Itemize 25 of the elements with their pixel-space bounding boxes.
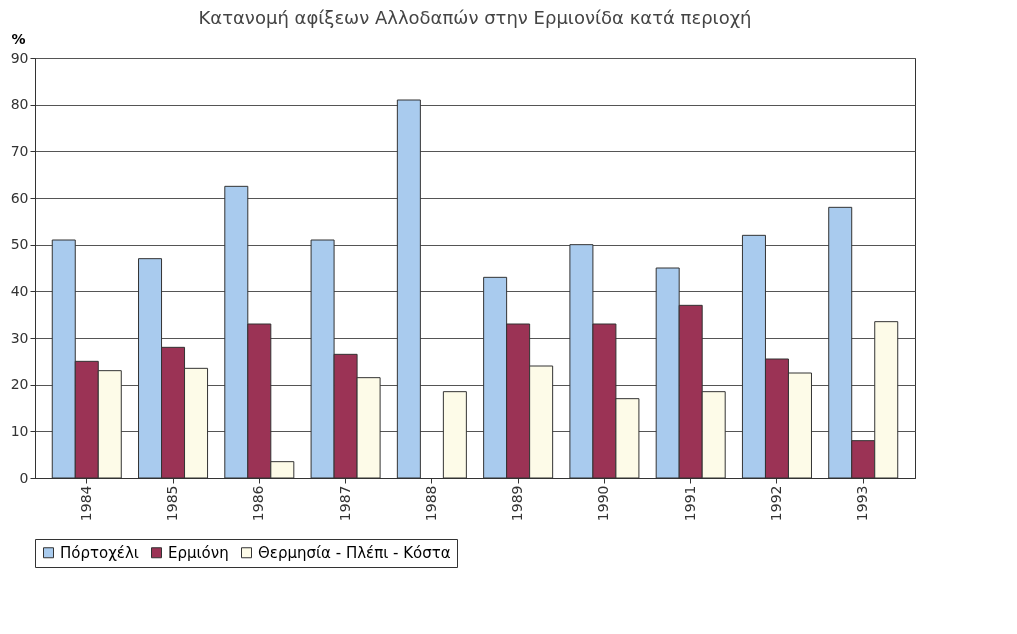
- x-tick-label: 1988: [422, 485, 439, 522]
- chart-title: Κατανομή αφίξεων Αλλοδαπών στην Ερμιονίδα κατά περιοχή: [198, 7, 752, 28]
- legend-label: Θερμησία - Πλέπι - Κόστα: [258, 543, 451, 562]
- y-tick-label: 90: [10, 49, 29, 66]
- x-tick-label: 1986: [250, 485, 267, 522]
- x-tick-label: 1984: [77, 485, 94, 522]
- y-tick-label: 60: [10, 189, 29, 206]
- legend-label: Ερμιόνη: [168, 543, 229, 562]
- y-tick-label: 20: [10, 376, 29, 393]
- y-tick-label: 10: [10, 422, 29, 439]
- y-tick-label: 30: [10, 329, 29, 346]
- x-tick-label: 1993: [854, 485, 871, 522]
- x-tick-label: 1992: [767, 485, 784, 522]
- y-tick-label: 80: [10, 96, 29, 113]
- y-tick-label: 70: [10, 142, 29, 159]
- y-tick-label: 40: [10, 282, 29, 299]
- x-tick-label: 1987: [336, 485, 353, 522]
- x-tick-label: 1991: [681, 485, 698, 522]
- x-tick-label: 1985: [164, 485, 181, 522]
- x-tick-label: 1990: [595, 485, 612, 522]
- y-tick-label: 0: [19, 469, 29, 486]
- x-tick-label: 1989: [509, 485, 526, 522]
- y-axis-title: %: [11, 30, 26, 47]
- y-tick-label: 50: [10, 236, 29, 253]
- legend-label: Πόρτοχέλι: [60, 543, 139, 562]
